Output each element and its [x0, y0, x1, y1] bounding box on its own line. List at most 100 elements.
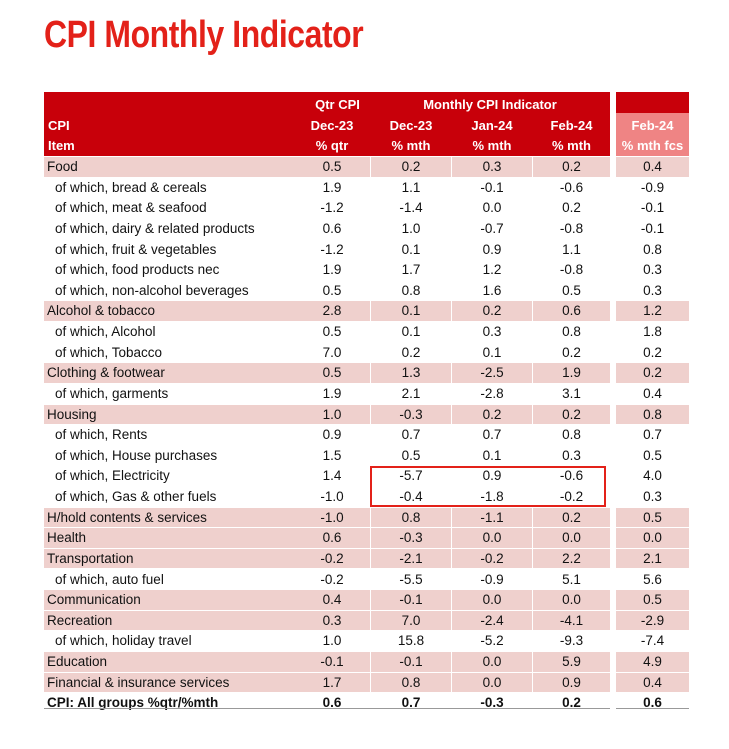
row-value: 0.8: [616, 404, 689, 425]
row-value: 1.4: [322, 468, 342, 484]
header-col-jan24: Jan-24: [471, 118, 513, 133]
row-value: -2.8: [480, 385, 504, 401]
row-value: 0.8: [371, 672, 451, 693]
row-value: -0.9: [640, 179, 665, 195]
row-value: 0.2: [562, 695, 581, 711]
row-value: 0.1: [371, 301, 451, 321]
row-value: 1.2: [616, 301, 689, 321]
table-bottom-rule: [44, 708, 610, 709]
row-label: Transportation: [44, 548, 294, 569]
row-value: 0.8: [562, 427, 581, 443]
row-value: -0.1: [640, 220, 665, 236]
row-value: 1.8: [643, 324, 662, 339]
row-value: 0.4: [616, 672, 689, 693]
row-value: 0.7: [643, 427, 662, 443]
row-label: Communication: [44, 590, 294, 610]
row-value: 0.2: [533, 507, 610, 528]
row-value: -1.2: [320, 241, 344, 257]
header-col-dec23: Dec-23: [389, 118, 433, 133]
row-value: 1.1: [401, 179, 421, 195]
row-value: 5.9: [533, 652, 610, 672]
row-value: 1.6: [482, 282, 502, 298]
row-value: 0.5: [643, 447, 662, 463]
row-label: of which, non-alcohol beverages: [55, 282, 249, 298]
row-value: 5.1: [562, 571, 581, 587]
row-value: -0.1: [371, 652, 451, 672]
row-value: 0.0: [533, 528, 610, 548]
row-value: 0.3: [643, 282, 662, 298]
row-label: CPI: All groups %qtr/%mth: [47, 695, 219, 711]
row-value: 2.1: [616, 548, 689, 569]
row-value: 0.4: [616, 157, 689, 177]
row-label: H/hold contents & services: [44, 507, 294, 528]
row-value: -4.1: [533, 610, 610, 631]
row-label: of which, Electricity: [55, 468, 170, 484]
row-value: 0.2: [616, 363, 689, 383]
table-row: of which, bread & cereals 1.9 1.1 -0.1 -0.6 -…: [44, 178, 689, 199]
row-label: of which, garments: [55, 385, 169, 401]
row-value: 0.2: [562, 344, 581, 360]
row-label: of which, meat & seafood: [55, 200, 207, 216]
row-value: 0.8: [371, 507, 451, 528]
table-header: [44, 92, 610, 156]
row-value: 0.2: [371, 157, 451, 177]
row-label: Education: [44, 652, 294, 672]
row-value: 0.9: [533, 672, 610, 693]
row-value: 0.1: [482, 344, 502, 360]
table-row: of which, non-alcohol beverages 0.5 0.8 1.6…: [44, 281, 689, 302]
table-row: Housing 1.0 -0.3 0.2 0.2 0.8: [44, 404, 689, 426]
table-row: of which, Electricity 1.4 -5.7 0.9 -0.6 4.0: [44, 466, 689, 487]
table-row: Alcohol & tobacco 2.8 0.1 0.2 0.6 1.2: [44, 301, 689, 322]
row-label: of which, bread & cereals: [55, 179, 207, 195]
table-row: of which, food products nec 1.9 1.7 1.2 -0.8…: [44, 260, 689, 281]
row-value: -0.3: [480, 695, 504, 711]
row-value: 1.2: [482, 262, 502, 278]
row-label: Clothing & footwear: [44, 363, 294, 383]
row-value: -0.2: [294, 548, 370, 569]
row-value: 0.2: [533, 404, 610, 425]
row-value: -0.3: [371, 404, 451, 425]
row-label: of which, holiday travel: [55, 633, 192, 649]
row-value: 0.6: [322, 220, 342, 236]
row-value: 1.9: [533, 363, 610, 383]
row-value: 0.3: [562, 447, 581, 463]
row-value: 0.9: [482, 468, 502, 484]
row-value: 0.8: [643, 241, 662, 257]
row-value: 0.2: [643, 344, 662, 360]
row-value: 0.5: [322, 324, 342, 339]
row-value: 0.1: [482, 447, 502, 463]
row-value: 0.2: [562, 200, 581, 216]
row-label: of which, Alcohol: [55, 324, 156, 339]
page-title: CPI Monthly Indicator: [44, 14, 364, 56]
table-row: Financial & insurance services 1.7 0.8 0.0 0…: [44, 672, 689, 694]
row-value: -0.3: [371, 528, 451, 548]
row-value: -1.4: [399, 200, 423, 216]
row-value: -1.0: [294, 507, 370, 528]
row-label: Housing: [44, 404, 294, 425]
row-value: -0.8: [559, 262, 584, 278]
row-value: -1.0: [320, 489, 344, 504]
row-value: 2.8: [294, 301, 370, 321]
row-value: 0.6: [533, 301, 610, 321]
row-value: 0.6: [294, 528, 370, 548]
row-value: -2.9: [616, 610, 689, 631]
row-label: of which, fruit & vegetables: [55, 241, 217, 257]
row-value: 1.0: [294, 404, 370, 425]
row-value: -1.8: [480, 489, 504, 504]
highlight-box: [370, 466, 606, 507]
row-value: 0.7: [401, 695, 421, 711]
header-col-jan24-unit: % mth: [472, 138, 512, 153]
table-row-total: CPI: All groups %qtr/%mth 0.6 0.7 -0.3 0.2 0.…: [44, 693, 689, 714]
row-value: -2.5: [452, 363, 532, 383]
table-row: of which, Alcohol 0.5 0.1 0.3 0.8 1.8: [44, 322, 689, 343]
header-col-feb24-unit: % mth: [552, 138, 591, 153]
row-label: of which, auto fuel: [55, 571, 164, 587]
row-label: of which, Rents: [55, 427, 148, 443]
row-value: 0.5: [562, 282, 581, 298]
row-value: 0.5: [322, 282, 342, 298]
row-value: 0.4: [294, 590, 370, 610]
row-value: 0.5: [401, 447, 421, 463]
row-label: of which, dairy & related products: [55, 220, 255, 236]
row-label: Recreation: [44, 610, 294, 631]
row-label: of which, food products nec: [55, 262, 220, 278]
